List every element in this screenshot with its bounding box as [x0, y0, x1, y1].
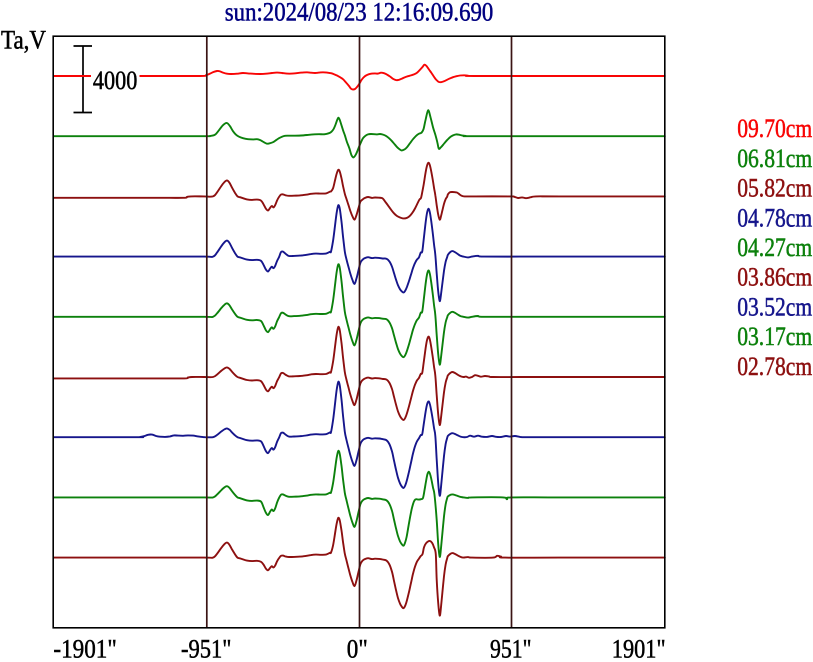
- svg-text:951": 951": [490, 635, 532, 662]
- svg-text:-1901": -1901": [53, 635, 116, 662]
- svg-text:0": 0": [347, 635, 368, 662]
- svg-text:03.86cm: 03.86cm: [737, 263, 812, 292]
- svg-text:4000: 4000: [93, 66, 137, 95]
- svg-text:04.78cm: 04.78cm: [737, 203, 812, 232]
- svg-text:sun:2024/08/23 12:16:09.690: sun:2024/08/23 12:16:09.690: [225, 0, 494, 27]
- svg-text:04.27cm: 04.27cm: [737, 233, 812, 262]
- svg-text:03.17cm: 03.17cm: [737, 322, 812, 351]
- svg-text:09.70cm: 09.70cm: [737, 114, 812, 143]
- svg-text:-951": -951": [181, 635, 232, 662]
- svg-text:05.82cm: 05.82cm: [737, 174, 812, 203]
- svg-text:1901": 1901": [612, 635, 666, 662]
- svg-text:02.78cm: 02.78cm: [737, 352, 812, 381]
- svg-text:Ta,V: Ta,V: [1, 26, 46, 55]
- svg-text:06.81cm: 06.81cm: [737, 144, 812, 173]
- svg-text:03.52cm: 03.52cm: [737, 292, 812, 321]
